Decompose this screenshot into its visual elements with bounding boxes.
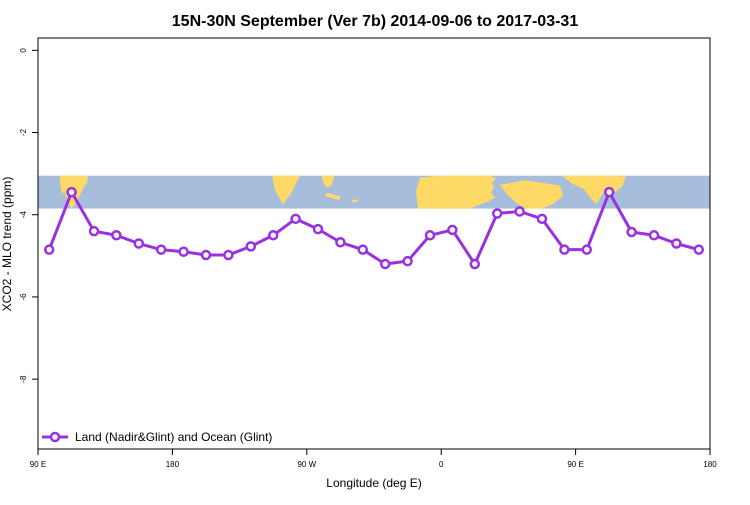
map-southeast-asia-land xyxy=(600,175,626,195)
map-caribbean-islands xyxy=(352,199,358,202)
legend-marker-swatch xyxy=(49,431,61,443)
data-point-0-23 xyxy=(559,244,570,255)
data-point-0-3 xyxy=(111,230,122,241)
data-point-0-16 xyxy=(402,255,413,267)
x-tick-label-5: 180 xyxy=(703,460,717,469)
y-tick-label-3: -6 xyxy=(19,293,28,301)
chart-title: 15N-30N September (Ver 7b) 2014-09-06 to… xyxy=(172,13,579,30)
x-axis-label: Longitude (deg E) xyxy=(326,476,421,490)
data-point-0-9 xyxy=(245,241,257,252)
x-tick-label-0: 90 E xyxy=(30,460,46,469)
data-point-0-20 xyxy=(491,208,503,219)
x-axis: 90 E 180 90 W 0 90 E 180 xyxy=(30,449,717,469)
series-layer xyxy=(43,186,705,270)
y-axis: 0 -2 -4 -6 -8 xyxy=(19,48,38,383)
data-point-0-27 xyxy=(648,230,660,241)
data-point-0-22 xyxy=(536,213,548,225)
data-point-0-14 xyxy=(357,244,369,255)
y-tick-label-0: 0 xyxy=(19,48,28,53)
data-point-0-29 xyxy=(693,244,705,255)
y-tick-label-1: -2 xyxy=(19,128,28,136)
data-point-0-6 xyxy=(178,246,189,257)
data-point-0-11 xyxy=(290,213,301,225)
x-tick-label-4: 90 E xyxy=(567,460,583,469)
data-point-0-2 xyxy=(88,225,100,237)
plot-frame xyxy=(37,37,711,450)
map-cuba-island xyxy=(325,192,341,201)
data-point-0-0 xyxy=(43,244,55,255)
y-tick-label-2: -4 xyxy=(19,211,28,219)
data-point-0-4 xyxy=(133,238,145,249)
data-point-0-10 xyxy=(267,230,279,241)
data-point-0-7 xyxy=(200,249,212,261)
data-point-0-28 xyxy=(671,238,682,249)
map-africa-land xyxy=(416,175,496,209)
map-north-america-gulf-coast xyxy=(322,175,334,188)
data-point-0-21 xyxy=(514,206,525,217)
data-point-0-18 xyxy=(447,224,458,236)
data-point-0-5 xyxy=(155,244,167,255)
x-tick-label-3: 0 xyxy=(439,460,444,469)
x-tick-label-1: 180 xyxy=(166,460,180,469)
x-tick-label-2: 90 W xyxy=(297,460,316,469)
data-point-0-12 xyxy=(312,223,324,235)
legend-entry-label: Land (Nadir&Glint) and Ocean (Glint) xyxy=(75,430,272,444)
data-point-0-26 xyxy=(626,226,637,238)
data-point-0-19 xyxy=(469,258,481,270)
data-point-0-8 xyxy=(223,249,234,261)
legend: Land (Nadir&Glint) and Ocean (Glint) xyxy=(42,430,272,444)
data-point-0-24 xyxy=(581,244,593,255)
data-point-0-17 xyxy=(424,230,436,241)
y-tick-label-4: -8 xyxy=(19,375,28,383)
data-point-0-15 xyxy=(379,258,391,270)
map-baja-california xyxy=(278,184,289,198)
data-point-0-1 xyxy=(66,186,77,198)
data-point-0-25 xyxy=(603,186,615,198)
data-point-0-13 xyxy=(335,237,346,248)
map-arabia-land xyxy=(500,180,563,209)
world-map-strip xyxy=(38,175,710,209)
y-axis-label: XCO2 - MLO trend (ppm) xyxy=(0,177,14,312)
